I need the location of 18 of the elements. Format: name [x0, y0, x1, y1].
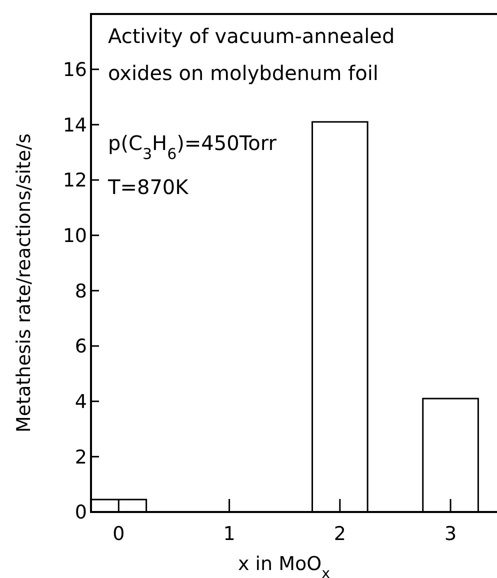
y-tick-label: 10: [62, 224, 87, 247]
annotation: p(C$_{3}$H$_{6}$)=450Torr: [108, 131, 278, 163]
y-tick-label: 0: [74, 502, 87, 524]
y-tick-label: 6: [74, 336, 87, 358]
y-tick-label: 14: [62, 114, 87, 136]
x-axis-title: x in MoO$_{x}$: [238, 553, 330, 578]
y-tick-label: 12: [62, 170, 87, 192]
y-tick-label: 16: [62, 58, 87, 81]
y-tick-label: 4: [74, 390, 87, 413]
y-axis-title: Metathesis rate/reactions/site/s: [13, 134, 35, 432]
x-tick-label: 0: [112, 523, 125, 545]
y-tick-label: 8: [74, 280, 87, 302]
x-tick-label: 2: [334, 523, 346, 545]
x-tick-label: 1: [223, 523, 236, 545]
text: Activity of vacuum-annealed oxides on molybdenum foil: [108, 24, 395, 85]
annotation: T=870K: [107, 175, 190, 199]
y-tick-label: 2: [74, 446, 87, 468]
x-tick-label: 3: [444, 523, 457, 545]
